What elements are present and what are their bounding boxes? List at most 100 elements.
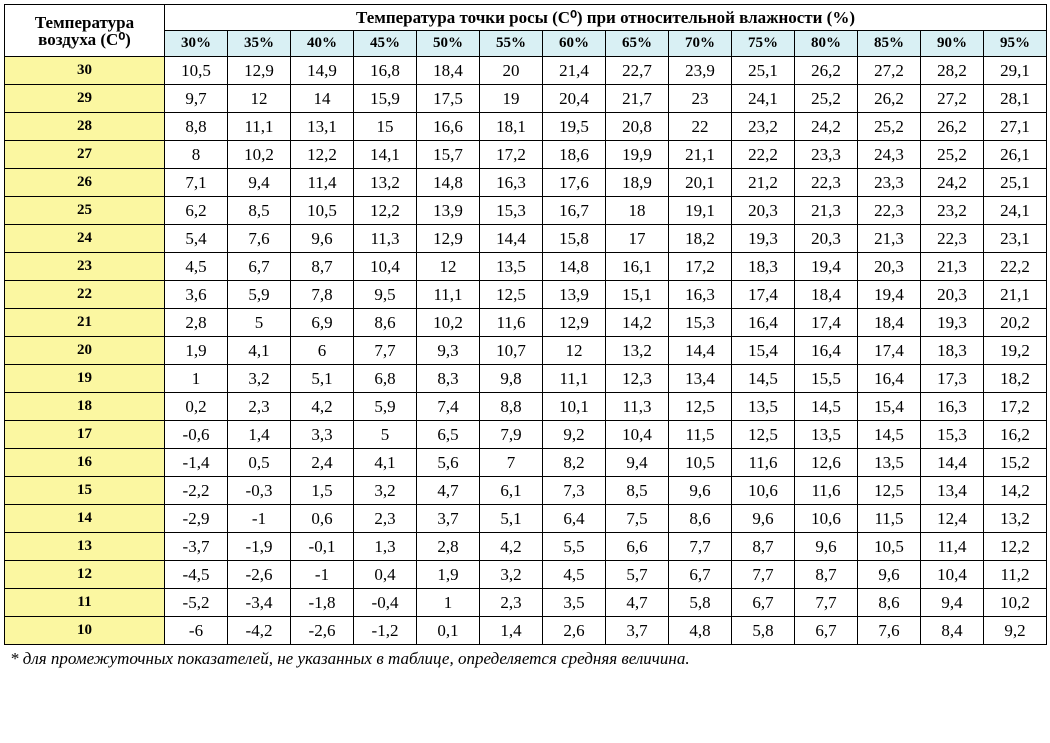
dewpoint-cell: 2,3	[480, 589, 543, 617]
dewpoint-cell: 12	[417, 253, 480, 281]
dewpoint-cell: 7,8	[291, 281, 354, 309]
dewpoint-cell: 23,2	[921, 197, 984, 225]
dewpoint-cell: 21,3	[795, 197, 858, 225]
dewpoint-cell: 23,1	[984, 225, 1047, 253]
dewpoint-cell: 14,4	[480, 225, 543, 253]
dewpoint-header: Температура точки росы (С⁰) при относите…	[165, 5, 1047, 31]
dewpoint-cell: 0,5	[228, 449, 291, 477]
dewpoint-cell: 23,3	[858, 169, 921, 197]
dewpoint-cell: 21,1	[669, 141, 732, 169]
dewpoint-cell: 12,5	[480, 281, 543, 309]
dewpoint-cell: 3,2	[228, 365, 291, 393]
table-row: 212,856,98,610,211,612,914,215,316,417,4…	[5, 309, 1047, 337]
dewpoint-cell: 23,3	[795, 141, 858, 169]
dewpoint-cell: 14,2	[606, 309, 669, 337]
dewpoint-cell: 11,6	[732, 449, 795, 477]
dewpoint-cell: 6	[291, 337, 354, 365]
dewpoint-cell: 14,4	[669, 337, 732, 365]
table-row: 223,65,97,89,511,112,513,915,116,317,418…	[5, 281, 1047, 309]
dewpoint-cell: 8,7	[795, 561, 858, 589]
dewpoint-cell: 6,7	[732, 589, 795, 617]
dewpoint-cell: 9,3	[417, 337, 480, 365]
dewpoint-cell: 0,1	[417, 617, 480, 645]
dewpoint-cell: -6	[165, 617, 228, 645]
dewpoint-cell: 4,1	[354, 449, 417, 477]
dewpoint-cell: 14,8	[543, 253, 606, 281]
dewpoint-cell: 9,6	[291, 225, 354, 253]
dewpoint-cell: 14,1	[354, 141, 417, 169]
dewpoint-cell: 10,1	[543, 393, 606, 421]
dewpoint-cell: 19,1	[669, 197, 732, 225]
dewpoint-cell: 15,9	[354, 85, 417, 113]
dewpoint-cell: 5,8	[669, 589, 732, 617]
dewpoint-cell: 11,3	[354, 225, 417, 253]
air-temp-header-line1: Температура	[7, 14, 162, 31]
dewpoint-cell: 9,6	[858, 561, 921, 589]
dewpoint-cell: 6,7	[795, 617, 858, 645]
dewpoint-cell: 7,6	[228, 225, 291, 253]
humidity-col-45: 45%	[354, 31, 417, 57]
dewpoint-cell: 7,3	[543, 477, 606, 505]
dewpoint-cell: 24,3	[858, 141, 921, 169]
dewpoint-cell: 21,3	[858, 225, 921, 253]
table-row: 3010,512,914,916,818,42021,422,723,925,1…	[5, 57, 1047, 85]
dewpoint-cell: -3,7	[165, 533, 228, 561]
dewpoint-cell: 16,3	[669, 281, 732, 309]
dewpoint-cell: 12,2	[291, 141, 354, 169]
air-temp-cell: 14	[5, 505, 165, 533]
dewpoint-cell: 10,2	[984, 589, 1047, 617]
dewpoint-cell: 16,4	[732, 309, 795, 337]
air-temp-cell: 17	[5, 421, 165, 449]
dewpoint-cell: 12,5	[858, 477, 921, 505]
table-row: 201,94,167,79,310,71213,214,415,416,417,…	[5, 337, 1047, 365]
dewpoint-cell: 1,4	[480, 617, 543, 645]
dewpoint-cell: 2,6	[543, 617, 606, 645]
dewpoint-cell: 2,8	[165, 309, 228, 337]
dewpoint-cell: 10,7	[480, 337, 543, 365]
dewpoint-cell: 5,5	[543, 533, 606, 561]
dewpoint-cell: 15,7	[417, 141, 480, 169]
dewpoint-cell: 20,1	[669, 169, 732, 197]
dewpoint-cell: -0,1	[291, 533, 354, 561]
air-temp-cell: 24	[5, 225, 165, 253]
dewpoint-cell: 13,2	[606, 337, 669, 365]
dewpoint-cell: 21,3	[921, 253, 984, 281]
air-temp-cell: 10	[5, 617, 165, 645]
dewpoint-cell: 12,5	[732, 421, 795, 449]
air-temp-header: Температура воздуха (С⁰)	[5, 5, 165, 57]
dewpoint-cell: 8,6	[354, 309, 417, 337]
dewpoint-cell: 13,2	[354, 169, 417, 197]
dewpoint-cell: 20,3	[921, 281, 984, 309]
dewpoint-cell: 17,4	[795, 309, 858, 337]
dewpoint-cell: 6,8	[354, 365, 417, 393]
dewpoint-cell: 13,4	[669, 365, 732, 393]
dewpoint-cell: 20,3	[795, 225, 858, 253]
air-temp-cell: 20	[5, 337, 165, 365]
dewpoint-cell: 24,2	[921, 169, 984, 197]
dewpoint-cell: 8,6	[858, 589, 921, 617]
table-row: 180,22,34,25,97,48,810,111,312,513,514,5…	[5, 393, 1047, 421]
dewpoint-cell: 7,4	[417, 393, 480, 421]
dewpoint-cell: 15	[354, 113, 417, 141]
dewpoint-cell: 18,4	[858, 309, 921, 337]
table-row: 13-3,7-1,9-0,11,32,84,25,56,67,78,79,610…	[5, 533, 1047, 561]
air-temp-cell: 22	[5, 281, 165, 309]
dewpoint-cell: 5,8	[732, 617, 795, 645]
air-temp-cell: 13	[5, 533, 165, 561]
table-row: 11-5,2-3,4-1,8-0,412,33,54,75,86,77,78,6…	[5, 589, 1047, 617]
dewpoint-cell: 9,7	[165, 85, 228, 113]
dewpoint-cell: 11,6	[795, 477, 858, 505]
dewpoint-cell: 18,4	[417, 57, 480, 85]
dewpoint-cell: 10,5	[291, 197, 354, 225]
humidity-col-95: 95%	[984, 31, 1047, 57]
dewpoint-cell: 16,4	[858, 365, 921, 393]
dewpoint-cell: 8,2	[543, 449, 606, 477]
dewpoint-cell: 1,9	[165, 337, 228, 365]
dewpoint-cell: 4,2	[480, 533, 543, 561]
dewpoint-cell: 1,3	[354, 533, 417, 561]
dewpoint-cell: -1	[291, 561, 354, 589]
dewpoint-cell: 10,5	[669, 449, 732, 477]
dewpoint-cell: 2,4	[291, 449, 354, 477]
dewpoint-cell: 6,7	[228, 253, 291, 281]
dewpoint-cell: 1	[417, 589, 480, 617]
